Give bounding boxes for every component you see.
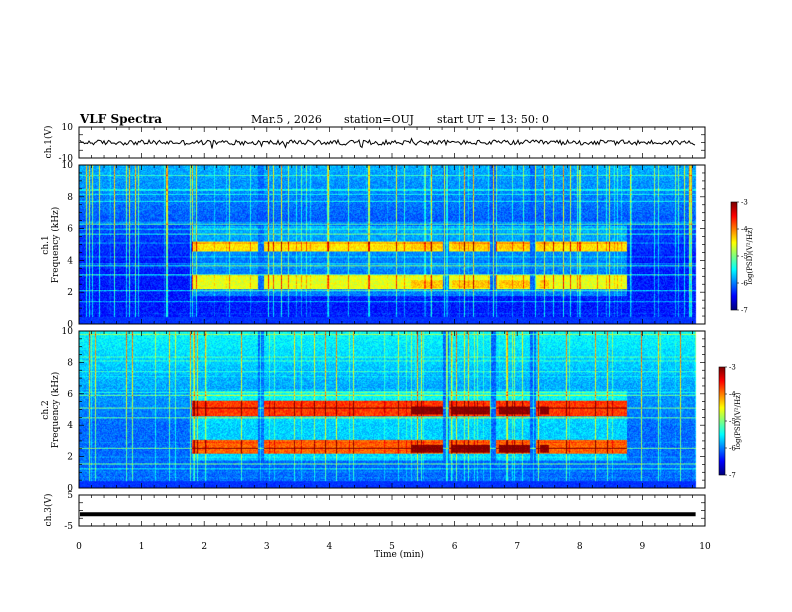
ch1-spectrogram-image (79, 165, 705, 324)
ch2-channel-label: ch.2 (41, 400, 51, 419)
ch1-waveform-trace (79, 137, 696, 149)
y-tick-label: 4 (67, 421, 73, 431)
y-tick-label: 0 (67, 320, 73, 330)
x-tick-label: 5 (389, 542, 395, 552)
x-tick-label: 0 (76, 542, 82, 552)
ch2-spectrogram-image (79, 331, 705, 488)
colorbar-tick-label: -6 (729, 445, 736, 453)
colorbar-tick-label: -7 (729, 472, 736, 480)
ch2-frequency-label: Frequency (kHz) (50, 372, 61, 449)
ch1-ylabel: ch.1(V) (43, 126, 54, 159)
ch3-waveform-panel: 5 -5 ch.3(V) (43, 491, 706, 532)
ch1-waveform-panel: 10 -10 ch.1(V) (43, 123, 706, 164)
colorbar-tick-label: -5 (741, 253, 748, 261)
colorbar-tick-label: -3 (741, 199, 748, 207)
y-tick-label: 0 (67, 484, 73, 494)
y-tick-label: 6 (67, 390, 73, 400)
x-tick-label: 1 (139, 542, 145, 552)
colorbar-tick-label: -7 (741, 307, 748, 315)
y-tick-label: -10 (59, 154, 74, 164)
y-tick-label: 10 (62, 161, 74, 171)
y-tick-label: -5 (64, 522, 73, 532)
ch2-colorbar-label: log(PSD)(V²/Hz) (734, 392, 742, 449)
y-tick-label: 10 (62, 123, 74, 133)
ch1-channel-label: ch.1 (41, 235, 51, 254)
ch1-waveform-frame (78, 126, 706, 159)
y-tick-label: 2 (67, 288, 73, 298)
x-axis-label: Time (min) (374, 549, 424, 560)
station-label: station=OUJ (344, 113, 414, 126)
colorbar-tick-label: -6 (741, 280, 748, 288)
ch1-colorbar (731, 202, 737, 310)
y-tick-label: 8 (67, 193, 73, 203)
x-tick-label: 2 (201, 542, 207, 552)
y-tick-label: 2 (67, 453, 73, 463)
x-tick-label: 9 (640, 542, 646, 552)
ch2-colorbar (719, 367, 725, 475)
x-tick-label: 10 (699, 542, 711, 552)
start-time-label: start UT = 13: 50: 0 (437, 113, 549, 126)
y-tick-label: 6 (67, 225, 73, 235)
ch1-frequency-label: Frequency (kHz) (50, 207, 61, 284)
colorbar-tick-label: -5 (729, 418, 736, 426)
ch1-colorbar-label: log(PSD)(V²/Hz) (746, 227, 754, 284)
colorbar-tick-label: -3 (729, 364, 736, 372)
y-tick-label: 8 (67, 358, 73, 368)
figure-title: VLF Spectra (79, 112, 162, 126)
ch3-ylabel: ch.3(V) (43, 494, 54, 527)
date-label: Mar.5 , 2026 (251, 113, 322, 126)
x-tick-label: 3 (264, 542, 270, 552)
ch3-waveform-frame (78, 494, 706, 527)
y-tick-label: 10 (62, 327, 74, 337)
x-tick-label: 4 (327, 542, 333, 552)
colorbar-tick-label: -4 (729, 391, 736, 399)
y-tick-label: 4 (67, 256, 73, 266)
x-tick-label: 6 (452, 542, 458, 552)
y-tick-label: 5 (67, 491, 73, 501)
x-tick-label: 8 (577, 542, 583, 552)
colorbar-tick-label: -4 (741, 226, 748, 234)
x-tick-label: 7 (514, 542, 520, 552)
